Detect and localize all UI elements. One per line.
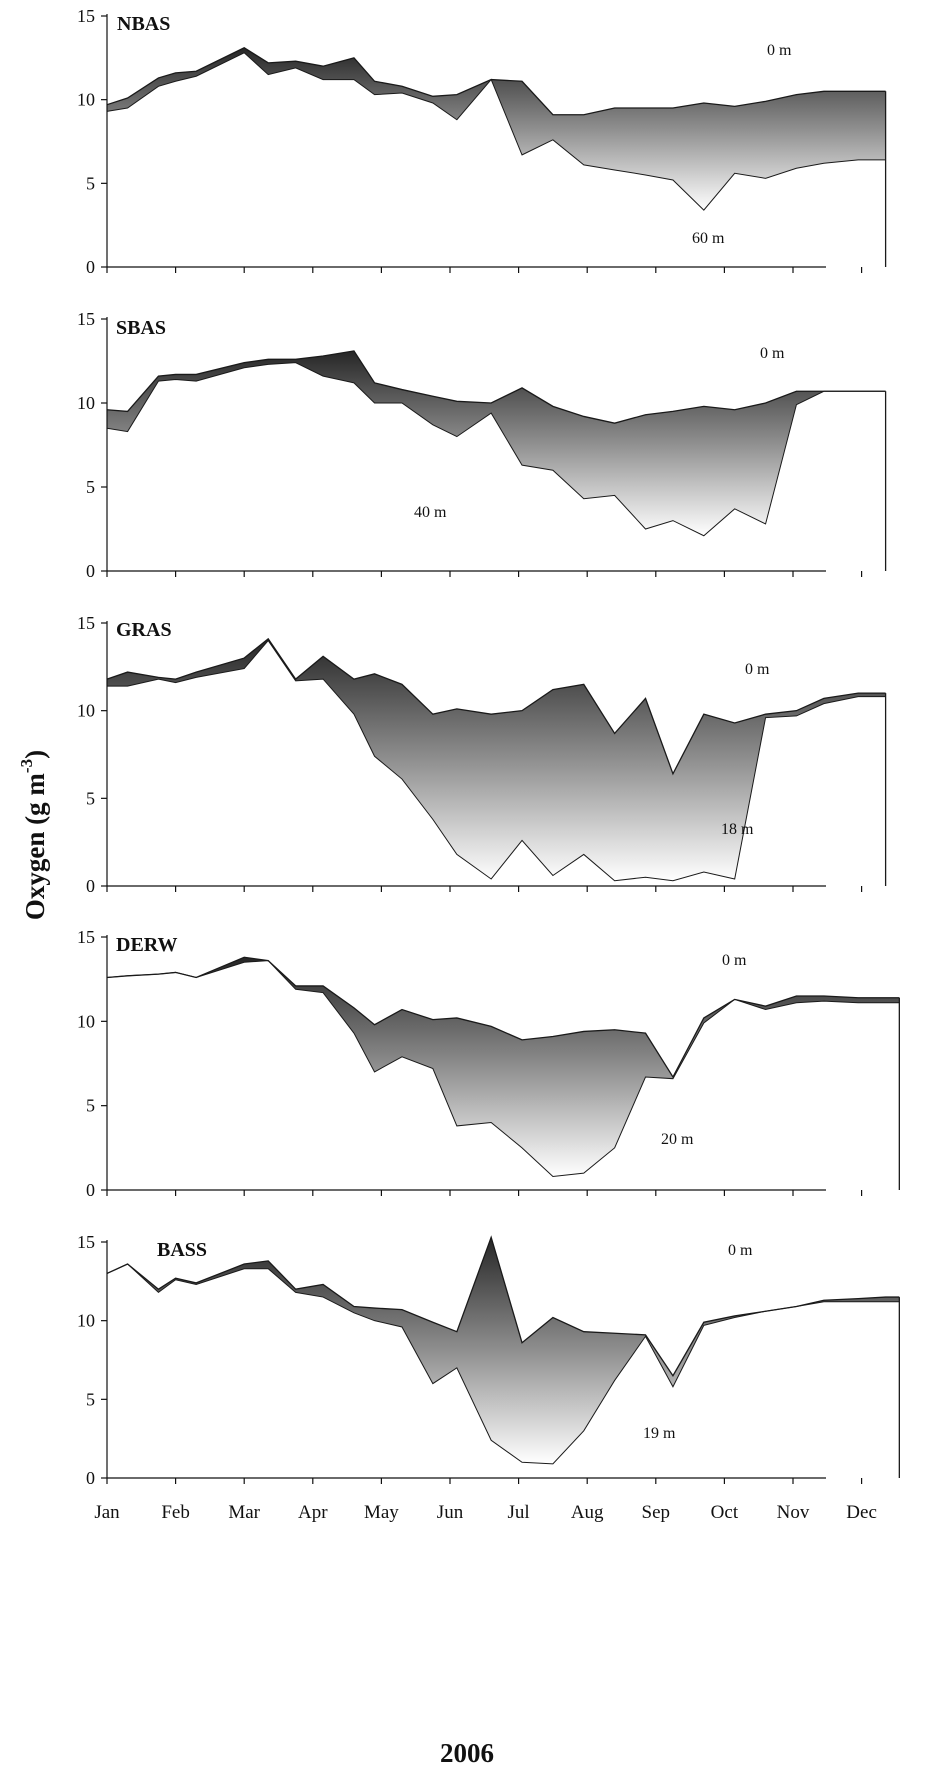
oxygen-range-area [107, 350, 886, 536]
panel-sbas: 0 5 10 15 SBAS 0 m 40 m [77, 309, 887, 581]
y-tick-label: 0 [86, 1180, 95, 1200]
series-line-surface [106, 47, 886, 116]
y-tick-label: 5 [86, 1096, 95, 1116]
panel-nbas: 0 5 10 15 NBAS 0 m 60 m [77, 6, 887, 277]
series-line-surface [106, 637, 886, 776]
x-tick-label-nov: Nov [777, 1502, 810, 1523]
panel-title: DERW [116, 934, 178, 956]
oxygen-range-area [107, 638, 886, 881]
series-line-bottom [106, 52, 886, 211]
y-tick-label: 10 [77, 1011, 95, 1031]
y-tick-label: 5 [86, 477, 95, 497]
y-tick-label: 10 [77, 393, 95, 413]
y-tick-label: 10 [77, 1311, 95, 1331]
panels: 0 5 10 15 NBAS 0 m 60 m 0 5 10 15 SBAS 0 m 40 m 0 5 10 15… [77, 6, 900, 1488]
x-tick-label-oct: Oct [711, 1502, 739, 1523]
y-tick-label: 15 [77, 6, 95, 26]
x-tick-labels: Jan Feb Mar Apr May Jun Jul Aug Sep Oct Nov Dec [94, 1502, 877, 1523]
y-tick-label: 0 [86, 257, 95, 277]
series-line-surface [106, 350, 886, 424]
x-tick-label-jul: Jul [508, 1502, 530, 1523]
x-tick-label-may: May [364, 1502, 399, 1523]
y-tick-label: 0 [86, 561, 95, 581]
x-axis-title: 2006 [440, 1738, 494, 1768]
bottom-depth-label: 18 m [721, 821, 754, 838]
series-line-bottom [106, 1263, 900, 1465]
x-tick-label-apr: Apr [298, 1502, 328, 1523]
x-tick-label-aug: Aug [571, 1502, 604, 1523]
x-tick-label-dec: Dec [846, 1502, 877, 1523]
y-tick-label: 15 [77, 927, 95, 947]
x-tick-label-mar: Mar [228, 1502, 260, 1523]
y-tick-label: 0 [86, 1468, 95, 1488]
y-tick-label: 5 [86, 173, 95, 193]
panel-gras: 0 5 10 15 GRAS 0 m 18 m [77, 613, 887, 896]
y-tick-label: 10 [77, 701, 95, 721]
surface-depth-label: 0 m [760, 345, 785, 362]
panel-derw: 0 5 10 15 DERW 0 m 20 m [77, 927, 900, 1200]
surface-depth-label: 0 m [767, 42, 792, 59]
panel-title: GRAS [116, 619, 172, 641]
y-axis-title-end: ) [20, 750, 50, 759]
x-tick-label-jan: Jan [94, 1502, 120, 1523]
y-axis-title-sup: -3 [17, 759, 36, 773]
panel-title: NBAS [117, 13, 170, 35]
y-tick-label: 15 [77, 1232, 95, 1252]
y-axis-title-main: Oxygen (g m [20, 773, 50, 920]
bottom-depth-label: 40 m [414, 504, 447, 521]
series-line-bottom [106, 362, 886, 537]
x-tick-label-jun: Jun [437, 1502, 464, 1523]
y-tick-label: 15 [77, 309, 95, 329]
surface-depth-label: 0 m [728, 1242, 753, 1259]
x-tick-label-sep: Sep [642, 1502, 671, 1523]
bottom-depth-label: 19 m [643, 1425, 676, 1442]
panel-bass: 0 5 10 15 BASS 0 m 19 m [77, 1232, 900, 1488]
surface-depth-label: 0 m [745, 661, 770, 678]
y-tick-label: 5 [86, 788, 95, 808]
panel-title: SBAS [116, 317, 166, 339]
oxygen-range-area [107, 957, 900, 1177]
y-tick-label: 5 [86, 1389, 95, 1409]
series-line-bottom [107, 639, 886, 882]
bottom-depth-label: 20 m [661, 1131, 694, 1148]
y-axis-title: Oxygen (g m-3) [17, 750, 50, 920]
surface-depth-label: 0 m [722, 952, 747, 969]
series-line-surface [106, 956, 900, 1079]
oxygen-range-area [107, 47, 886, 211]
bottom-depth-label: 60 m [692, 230, 725, 247]
series-line-bottom [106, 960, 900, 1178]
panel-title: BASS [157, 1239, 207, 1261]
y-tick-label: 15 [77, 613, 95, 633]
x-tick-label-feb: Feb [161, 1502, 190, 1523]
y-tick-label: 0 [86, 876, 95, 896]
y-tick-label: 10 [77, 90, 95, 110]
